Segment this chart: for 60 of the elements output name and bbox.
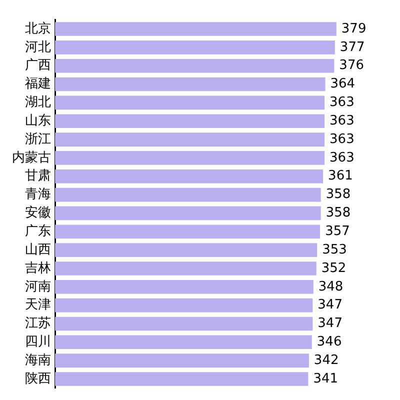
bar [55, 243, 318, 257]
bar [55, 114, 325, 128]
data-label: 377 [340, 40, 365, 55]
bar [55, 298, 313, 312]
y-tick-label: 广东 [25, 224, 51, 240]
data-label: 347 [318, 316, 342, 332]
y-tick-label: 山西 [25, 242, 51, 258]
bar [55, 354, 309, 368]
bar [55, 280, 314, 294]
bar [55, 77, 326, 92]
y-tick-label: 北京 [25, 21, 51, 36]
y-tick-label: 湖北 [25, 95, 51, 110]
bar [55, 58, 334, 73]
bar [55, 22, 336, 36]
data-label: 363 [330, 95, 354, 110]
data-label: 361 [328, 168, 353, 184]
data-label: 376 [339, 58, 364, 74]
data-label: 364 [330, 76, 356, 92]
data-label: 363 [330, 113, 354, 128]
bar [55, 335, 312, 350]
data-label: 363 [330, 132, 354, 147]
y-tick-label: 青海 [25, 187, 51, 202]
y-tick-label: 内蒙古 [12, 150, 51, 166]
data-label: 346 [316, 334, 342, 350]
y-tick-label: 江苏 [25, 316, 51, 332]
y-tick-label: 河北 [25, 40, 51, 55]
data-label: 342 [314, 352, 339, 368]
bar [55, 188, 321, 202]
bar [55, 372, 308, 386]
y-tick-label: 浙江 [25, 132, 51, 147]
y-tick-label: 吉林 [25, 260, 51, 276]
y-tick-label: 四川 [25, 334, 51, 350]
data-label: 347 [318, 298, 342, 313]
y-tick-label: 甘肃 [25, 168, 51, 184]
bar [55, 132, 325, 146]
bar [55, 224, 320, 239]
y-tick-label: 福建 [25, 76, 51, 92]
y-tick-label: 陕西 [25, 371, 51, 386]
data-label: 363 [330, 150, 354, 166]
bar [55, 151, 325, 165]
y-tick-label: 安徽 [25, 204, 51, 221]
data-label: 379 [341, 21, 366, 36]
bar [55, 206, 321, 220]
data-label: 348 [318, 279, 344, 294]
data-label: 341 [313, 371, 338, 386]
bar [55, 169, 324, 184]
bar [55, 316, 313, 331]
y-tick-label: 河南 [25, 279, 51, 294]
y-tick-label: 海南 [25, 352, 51, 368]
y-tick-label: 山东 [25, 113, 51, 128]
data-label: 358 [326, 206, 351, 221]
bar [55, 262, 316, 276]
bar [55, 96, 325, 110]
y-tick-label: 广西 [25, 58, 51, 74]
data-label: 352 [321, 260, 346, 276]
data-label: 357 [325, 224, 350, 240]
data-label: 358 [326, 187, 351, 202]
data-label: 353 [322, 242, 347, 258]
bar [55, 40, 335, 54]
y-tick-label: 天津 [25, 298, 51, 313]
